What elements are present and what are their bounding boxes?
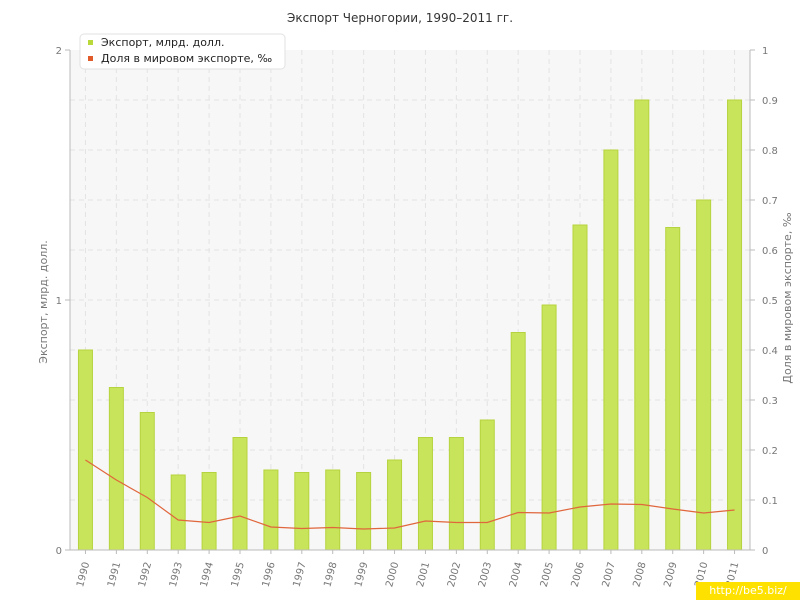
x-tick-label: 1990 (75, 561, 92, 588)
x-tick-label: 1999 (353, 561, 370, 588)
y2-tick-label: 0.8 (762, 146, 778, 157)
bar-1990 (77, 349, 93, 551)
y2-tick-label: 0.4 (762, 346, 778, 357)
y-tick-label: 2 (56, 46, 62, 57)
bar-1995 (232, 437, 248, 551)
legend-box (79, 33, 286, 70)
y2-tick-label: 0.6 (762, 246, 778, 257)
y2-tick-label: 0.3 (762, 396, 778, 407)
legend-line-label: Доля в мировом экспорте, ‰ (101, 52, 272, 65)
bar-2003 (479, 419, 495, 551)
bar-1993 (170, 474, 186, 551)
share-line (85, 459, 735, 530)
x-tick-label: 1992 (137, 561, 154, 588)
x-tick-label: 1994 (199, 561, 216, 588)
bar-1992 (139, 412, 155, 551)
bar-1996 (263, 469, 279, 551)
y2-tick-label: 0.2 (762, 446, 778, 457)
y2-axis-title: Доля в мировом экспорте, ‰ (781, 212, 794, 383)
y2-tick-label: 1 (762, 46, 768, 57)
y-tick-label: 1 (56, 296, 62, 307)
legend-bar-label: Экспорт, млрд. долл. (101, 36, 224, 49)
watermark[interactable]: http://be5.biz/ (696, 582, 800, 600)
y-tick-label: 0 (56, 546, 62, 557)
x-tick-label: 1995 (230, 561, 247, 588)
bar-1998 (325, 469, 341, 551)
bar-2011 (727, 99, 743, 551)
bar-1997 (294, 472, 310, 551)
x-tick-label: 1991 (106, 561, 123, 588)
x-tick-label: 2008 (632, 561, 649, 588)
y-axis-title: Экспорт, млрд. долл. (37, 240, 50, 363)
legend: Экспорт, млрд. долл. Доля в мировом эксп… (79, 33, 286, 70)
y2-tick-label: 0.9 (762, 96, 778, 107)
legend-bar-swatch (88, 40, 93, 45)
share-line-path (85, 459, 735, 530)
x-tick-label: 2009 (662, 561, 679, 588)
bar-2010 (696, 199, 712, 551)
y2-tick-label: 0.1 (762, 496, 778, 507)
bar-2000 (387, 459, 403, 551)
x-tick-label: 2005 (539, 561, 556, 588)
bar-1991 (108, 387, 124, 551)
x-tick-label: 2002 (446, 561, 463, 588)
x-tick-label: 2006 (570, 561, 587, 588)
bar-2006 (572, 224, 588, 551)
x-tick-label: 2007 (601, 561, 618, 588)
y2-tick-label: 0.5 (762, 296, 778, 307)
x-tick-label: 2004 (508, 561, 525, 588)
x-tick-label: 1997 (292, 561, 309, 588)
x-tick-label: 1996 (261, 561, 278, 588)
chart-title: Экспорт Черногории, 1990–2011 гг. (287, 11, 513, 25)
bar-2004 (510, 332, 526, 551)
x-tick-label: 2001 (415, 561, 432, 588)
bar-1994 (201, 472, 217, 551)
x-tick-label: 1993 (168, 561, 185, 588)
x-tick-label: 1998 (322, 561, 339, 588)
bar-1999 (356, 472, 372, 551)
y2-tick-label: 0 (762, 546, 768, 557)
bar-2009 (665, 227, 681, 551)
bar-2008 (634, 99, 650, 551)
y2-tick-label: 0.7 (762, 196, 778, 207)
legend-line-swatch (88, 56, 93, 61)
bar-2002 (448, 437, 464, 551)
x-tick-label: 2003 (477, 561, 494, 588)
bar-2001 (417, 437, 433, 551)
x-tick-label: 2000 (384, 561, 401, 588)
bar-2007 (603, 149, 619, 551)
